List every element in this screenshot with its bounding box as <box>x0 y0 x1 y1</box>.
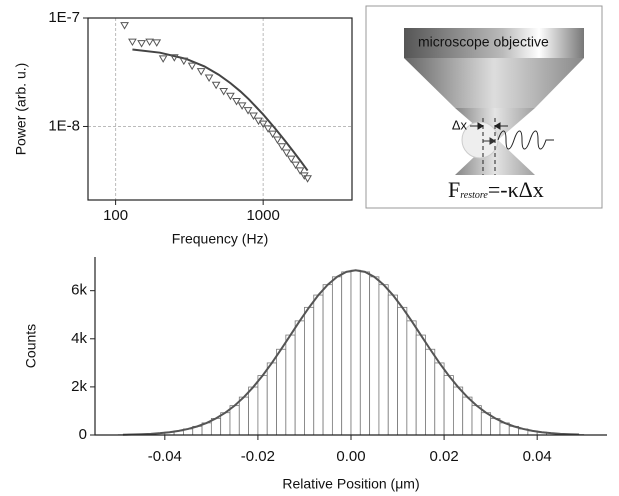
data-point <box>291 161 301 170</box>
bar <box>471 405 482 436</box>
x-tick-label: 1000 <box>246 207 279 224</box>
bar <box>294 320 305 436</box>
data-point <box>273 136 282 145</box>
bar <box>387 294 398 436</box>
data-point <box>226 92 235 101</box>
x-axis-title: Relative Position (μm) <box>282 476 419 492</box>
data-point <box>295 167 305 175</box>
arrow <box>483 137 496 145</box>
objective-cone <box>404 58 584 108</box>
bar <box>378 284 389 436</box>
y-axis-title: Counts <box>23 324 39 368</box>
x-tick-label: 0.04 <box>523 448 552 465</box>
data-point <box>232 97 241 106</box>
data-point <box>158 55 168 63</box>
spring <box>497 130 554 150</box>
data-point <box>268 130 278 139</box>
bar <box>266 362 277 436</box>
data-point <box>286 155 296 164</box>
x-tick-label: 0.02 <box>429 448 458 465</box>
data-point <box>179 57 189 66</box>
force-equation: Frestore=-κΔx <box>448 177 544 202</box>
bar <box>406 320 417 436</box>
data-point <box>282 149 291 157</box>
x-axis-title: Frequency (Hz) <box>172 231 268 247</box>
delta-label: Δx <box>452 117 468 132</box>
bar <box>462 396 473 436</box>
bar <box>229 405 240 436</box>
bar <box>331 276 343 436</box>
bar <box>350 269 361 436</box>
bar <box>452 386 464 436</box>
bar <box>257 375 268 436</box>
data-point <box>187 62 197 71</box>
y-tick-label: 0 <box>79 426 87 443</box>
bar <box>359 271 371 436</box>
bar <box>220 412 231 436</box>
y-tick-label: 1E-8 <box>48 117 80 134</box>
data-point <box>303 175 312 183</box>
bar <box>480 412 492 436</box>
data-point <box>137 40 146 48</box>
bar <box>415 334 426 436</box>
bar <box>443 375 454 436</box>
data-point <box>211 81 221 90</box>
bar <box>304 306 315 436</box>
delta-arrows <box>470 122 508 130</box>
bar <box>238 396 249 436</box>
y-tick-label: 6k <box>71 282 87 299</box>
data-point <box>204 74 214 82</box>
bar <box>285 334 296 436</box>
bar <box>434 362 445 436</box>
axes <box>94 257 607 436</box>
data-point <box>243 107 253 115</box>
bar <box>397 306 408 436</box>
data-point <box>258 120 268 129</box>
y-tick-label: 1E-7 <box>48 9 80 26</box>
data-point <box>277 143 287 151</box>
y-axis-title: Power (arb. u.) <box>13 63 29 156</box>
x-tick-label: 0.00 <box>336 448 365 465</box>
fit-curve <box>122 269 580 436</box>
data-point <box>128 38 137 47</box>
bar <box>425 348 436 436</box>
objective-body <box>404 28 584 58</box>
bar <box>248 386 259 436</box>
objective-label: microscope objective <box>418 34 549 50</box>
plot-frame <box>87 17 353 201</box>
bar <box>369 276 380 436</box>
y-tick-label: 2k <box>71 378 87 395</box>
data-point <box>120 22 129 30</box>
diagram: microscope objective Δx Frestore=-κΔx <box>365 5 603 209</box>
data-point <box>169 54 179 62</box>
data-point <box>263 125 273 133</box>
bar <box>276 348 287 436</box>
x-tick-label: -0.04 <box>148 448 182 465</box>
y-tick-label: 4k <box>71 330 87 347</box>
bar <box>322 284 333 436</box>
x-tick-label: -0.02 <box>241 448 275 465</box>
data-point <box>152 39 162 47</box>
data-point <box>249 112 258 120</box>
data-point <box>219 88 229 96</box>
bar <box>313 294 324 436</box>
fit-line <box>132 48 309 172</box>
bar <box>341 271 352 436</box>
data-point <box>237 102 247 110</box>
data-point <box>145 38 154 47</box>
data-point <box>196 68 206 76</box>
x-tick-label: 100 <box>103 207 128 224</box>
